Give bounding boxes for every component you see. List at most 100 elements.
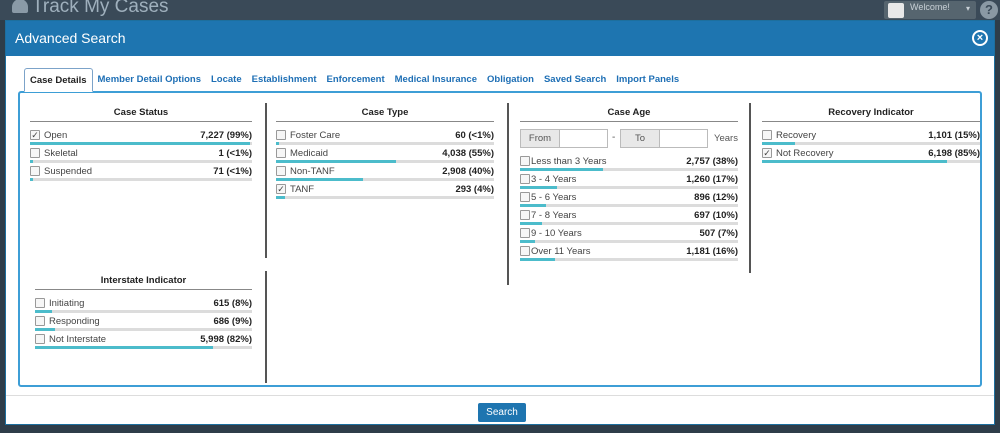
search-button[interactable]: Search <box>478 403 526 422</box>
age-from-input[interactable] <box>559 129 608 148</box>
age-to-input[interactable] <box>659 129 708 148</box>
case-age-list: Less than 3 Years 2,757 (38%) 3 - 4 Years 1… <box>520 155 738 263</box>
checkbox[interactable] <box>276 148 286 158</box>
option-label: 9 - 10 Years <box>531 228 582 239</box>
proportion-bar-fill <box>276 142 279 145</box>
section-divider <box>265 103 267 258</box>
option-label: 7 - 8 Years <box>531 210 577 221</box>
filter-option[interactable]: Initiating 615 (8%) <box>35 297 252 315</box>
interstate-indicator-section: Interstate Indicator Initiating 615 (8%) R… <box>35 275 252 351</box>
checkbox[interactable] <box>520 192 530 202</box>
tab-saved-search[interactable]: Saved Search <box>543 74 607 85</box>
checkbox[interactable]: ✓ <box>30 130 40 140</box>
proportion-bar <box>762 142 980 145</box>
tab-establishment[interactable]: Establishment <box>251 74 317 85</box>
user-menu[interactable]: Welcome! ▾ <box>884 1 976 19</box>
option-label: Initiating <box>49 298 85 309</box>
proportion-bar-fill <box>35 310 53 313</box>
filter-option[interactable]: 7 - 8 Years 697 (10%) <box>520 209 738 227</box>
checkbox[interactable] <box>276 130 286 140</box>
filter-option[interactable]: Over 11 Years 1,181 (16%) <box>520 245 738 263</box>
option-count: 6,198 (85%) <box>928 148 980 159</box>
checkbox[interactable] <box>520 228 530 238</box>
option-label: Not Recovery <box>776 148 834 159</box>
tab-medical-insurance[interactable]: Medical Insurance <box>394 74 477 85</box>
option-count: 1,101 (15%) <box>928 130 980 141</box>
background-page <box>0 425 1000 433</box>
option-count: 1,181 (16%) <box>686 246 738 257</box>
section-divider <box>265 271 267 383</box>
checkbox[interactable] <box>520 174 530 184</box>
checkbox[interactable] <box>520 156 530 166</box>
app-header-bar: Track My Cases Welcome! ▾ ? <box>0 0 1000 20</box>
proportion-bar-fill <box>276 160 396 163</box>
recovery-indicator-list: Recovery 1,101 (15%) ✓ Not Recovery 6,198 (8… <box>762 129 980 165</box>
proportion-bar-fill <box>520 168 603 171</box>
option-count: 60 (<1%) <box>455 130 494 141</box>
section-title: Case Status <box>30 107 252 122</box>
option-count: 71 (<1%) <box>213 166 252 177</box>
checkbox[interactable] <box>520 246 530 256</box>
checkbox[interactable] <box>35 316 45 326</box>
proportion-bar <box>520 204 738 207</box>
proportion-bar <box>30 160 252 163</box>
proportion-bar <box>35 328 252 331</box>
tab-obligation[interactable]: Obligation <box>487 74 534 85</box>
proportion-bar-fill <box>30 160 33 163</box>
proportion-bar-fill <box>30 142 250 145</box>
filter-option[interactable]: Skeletal 1 (<1%) <box>30 147 252 165</box>
avatar <box>888 3 904 18</box>
tab-case-details[interactable]: Case Details <box>24 68 93 92</box>
filter-option[interactable]: Non-TANF 2,908 (40%) <box>276 165 494 183</box>
filter-option[interactable]: Suspended 71 (<1%) <box>30 165 252 183</box>
filter-option[interactable]: 3 - 4 Years 1,260 (17%) <box>520 173 738 191</box>
option-count: 2,908 (40%) <box>442 166 494 177</box>
close-icon[interactable]: × <box>972 30 988 46</box>
filter-option[interactable]: 5 - 6 Years 896 (12%) <box>520 191 738 209</box>
proportion-bar <box>276 178 494 181</box>
filter-option[interactable]: Foster Care 60 (<1%) <box>276 129 494 147</box>
filter-option[interactable]: ✓ Open 7,227 (99%) <box>30 129 252 147</box>
range-dash: - <box>612 132 616 143</box>
filter-option[interactable]: Less than 3 Years 2,757 (38%) <box>520 155 738 173</box>
option-count: 1 (<1%) <box>218 148 252 159</box>
modal-header: Advanced Search × <box>6 21 994 56</box>
proportion-bar <box>520 258 738 261</box>
logo-icon <box>12 0 28 13</box>
proportion-bar <box>30 142 252 145</box>
filter-option[interactable]: Responding 686 (9%) <box>35 315 252 333</box>
tab-import-panels[interactable]: Import Panels <box>616 74 680 85</box>
filter-option[interactable]: 9 - 10 Years 507 (7%) <box>520 227 738 245</box>
tab-locate[interactable]: Locate <box>210 74 242 85</box>
proportion-bar <box>30 178 252 181</box>
help-icon[interactable]: ? <box>980 1 998 19</box>
case-age-section: Case Age From - To Years Less than 3 Yea… <box>520 107 738 263</box>
checkbox[interactable] <box>276 166 286 176</box>
checkbox[interactable]: ✓ <box>276 184 286 194</box>
tab-member-detail-options[interactable]: Member Detail Options <box>97 74 201 85</box>
checkbox[interactable]: ✓ <box>762 148 772 158</box>
modal-footer-divider <box>6 395 994 396</box>
section-title: Case Type <box>276 107 494 122</box>
checkbox[interactable] <box>30 148 40 158</box>
option-label: Open <box>44 130 68 141</box>
app-brand[interactable]: Track My Cases <box>12 0 169 18</box>
filter-option[interactable]: ✓ Not Recovery 6,198 (85%) <box>762 147 980 165</box>
filter-option[interactable]: ✓ TANF 293 (4%) <box>276 183 494 201</box>
option-count: 293 (4%) <box>455 184 494 195</box>
filter-option[interactable]: Medicaid 4,038 (55%) <box>276 147 494 165</box>
proportion-bar <box>762 160 980 163</box>
option-label: 5 - 6 Years <box>531 192 577 203</box>
filter-option[interactable]: Recovery 1,101 (15%) <box>762 129 980 147</box>
tab-enforcement[interactable]: Enforcement <box>326 74 385 85</box>
checkbox[interactable] <box>35 334 45 344</box>
option-label: Not Interstate <box>49 334 107 345</box>
option-count: 896 (12%) <box>694 192 738 203</box>
checkbox[interactable] <box>30 166 40 176</box>
checkbox[interactable] <box>762 130 772 140</box>
filter-option[interactable]: Not Interstate 5,998 (82%) <box>35 333 252 351</box>
checkbox[interactable] <box>520 210 530 220</box>
checkbox[interactable] <box>35 298 45 308</box>
option-count: 4,038 (55%) <box>442 148 494 159</box>
proportion-bar-fill <box>276 178 364 181</box>
